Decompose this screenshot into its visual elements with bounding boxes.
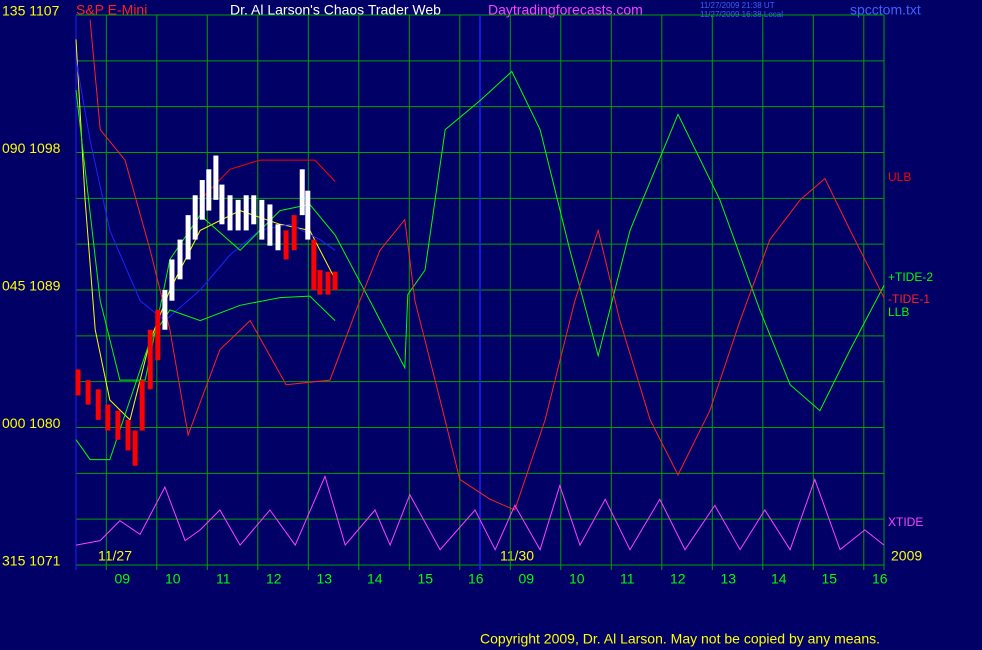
x-tick-label: 13	[721, 571, 737, 587]
candle	[105, 404, 111, 431]
line-label: ULB	[888, 170, 911, 184]
candle	[243, 195, 249, 231]
candle	[115, 410, 121, 440]
day-label: 11/30	[500, 548, 534, 564]
candle	[162, 290, 168, 330]
candle	[291, 215, 297, 251]
x-tick-label: 16	[872, 571, 888, 587]
line-label: XTIDE	[888, 515, 923, 529]
candle	[192, 195, 198, 240]
candle	[95, 389, 101, 420]
x-tick-label: 12	[670, 571, 686, 587]
candle	[235, 199, 241, 231]
candle	[75, 369, 81, 396]
candle	[219, 184, 225, 225]
x-tick-label: 10	[569, 571, 585, 587]
candle	[259, 199, 265, 240]
x-tick-label: 11	[620, 571, 635, 587]
line-label: +TIDE-2	[888, 270, 933, 284]
candle	[251, 195, 257, 225]
x-tick-label: 14	[367, 571, 383, 587]
candle	[206, 169, 212, 211]
candle	[85, 380, 91, 405]
line-label: LLB	[888, 305, 909, 319]
site: Daytradingforecasts.com	[488, 2, 643, 18]
candle	[213, 155, 219, 200]
candle	[199, 180, 205, 220]
line	[75, 474, 885, 551]
candle	[317, 270, 323, 295]
x-tick-label: 11	[216, 571, 231, 587]
y-tick-label: 135 1107	[2, 3, 60, 19]
y-tick-label: 045 1089	[2, 278, 61, 294]
x-tick-label: 14	[771, 571, 787, 587]
candle	[125, 419, 131, 451]
copyright: Copyright 2009, Dr. Al Larson. May not b…	[480, 631, 880, 647]
day-label: 2009	[891, 548, 922, 564]
candle	[311, 239, 317, 290]
candle	[332, 271, 338, 290]
candle	[283, 230, 289, 260]
y-tick-label: 315 1071	[2, 553, 61, 569]
day-label: 11/27	[98, 548, 132, 564]
chart-title: Dr. Al Larson's Chaos Trader Web	[230, 2, 441, 18]
x-tick-label: 10	[165, 571, 181, 587]
instrument: S&P E-Mini	[76, 2, 147, 18]
line	[75, 70, 885, 412]
line	[199, 159, 336, 201]
candle	[147, 329, 153, 390]
candle	[185, 215, 191, 260]
y-tick-label: 000 1080	[2, 415, 61, 431]
x-tick-label: 13	[317, 571, 333, 587]
candle	[275, 224, 281, 251]
line-label: -TIDE-1	[888, 292, 930, 306]
line	[89, 19, 885, 511]
y-tick-label: 090 1098	[2, 140, 61, 156]
x-tick-label: 16	[468, 571, 484, 587]
x-tick-label: 15	[822, 571, 838, 587]
timestamp: 11/27/2009 21:38 UT	[700, 1, 775, 10]
line	[75, 295, 336, 461]
candle	[169, 259, 175, 301]
candle	[267, 204, 273, 246]
candle	[305, 190, 311, 240]
candle	[132, 430, 138, 466]
candle	[155, 309, 161, 361]
x-tick-label: 09	[519, 571, 535, 587]
candle	[227, 195, 233, 231]
candle	[177, 239, 183, 280]
candle	[139, 380, 145, 431]
x-tick-label: 09	[115, 571, 131, 587]
x-tick-label: 12	[266, 571, 282, 587]
line	[75, 59, 336, 322]
file-name: spcctom.txt	[850, 2, 921, 18]
candle	[325, 271, 331, 295]
x-tick-label: 15	[418, 571, 434, 587]
candle	[299, 169, 305, 216]
